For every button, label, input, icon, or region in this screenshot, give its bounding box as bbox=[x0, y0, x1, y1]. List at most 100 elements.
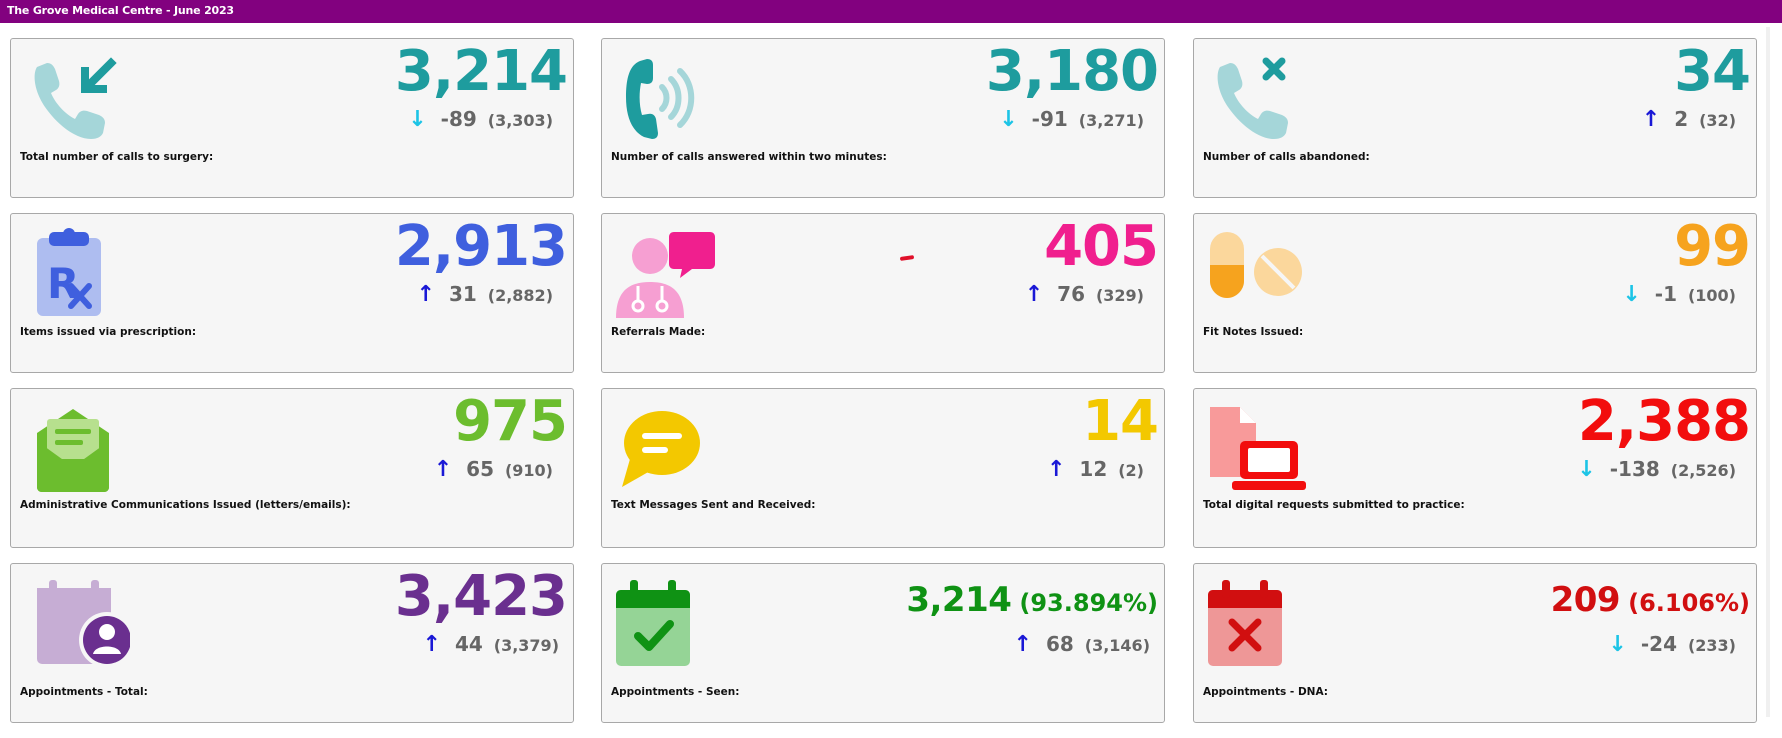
metric-label: Items issued via prescription: bbox=[20, 326, 197, 338]
metric-value: 14 bbox=[1082, 389, 1159, 454]
previous-value: (233) bbox=[1687, 636, 1736, 655]
metric-label: Number of calls abandoned: bbox=[1203, 151, 1370, 163]
previous-value: (3,146) bbox=[1084, 636, 1150, 655]
open-envelope-icon bbox=[37, 409, 109, 492]
metric-value: 2,388 bbox=[1577, 389, 1751, 454]
metric-label: Referrals Made: bbox=[611, 326, 706, 338]
previous-value: (2,882) bbox=[487, 286, 553, 305]
card-digital-requests: 2,388 ↓ -138 (2,526) Total digital reques… bbox=[1193, 388, 1757, 548]
trend-up-icon: ↑ bbox=[1046, 457, 1066, 482]
doctor-referral-icon bbox=[616, 232, 715, 318]
card-fit-notes: 99 ↓ -1 (100) Fit Notes Issued: bbox=[1193, 213, 1757, 373]
change-value: -138 bbox=[1609, 457, 1660, 481]
card-admin-communications: 975 ↑ 65 (910) Administrative Communicati… bbox=[10, 388, 574, 548]
card-appointments-seen: 3,214 (93.894%) ↑ 68 (3,146) Appointments … bbox=[601, 563, 1165, 723]
metric-label: Text Messages Sent and Received: bbox=[611, 499, 816, 511]
metric-change: ↓ -89 (3,303) bbox=[408, 107, 553, 132]
change-value: 68 bbox=[1045, 632, 1074, 656]
metric-change: ↑ 2 (32) bbox=[1642, 107, 1736, 132]
trend-down-icon: ↓ bbox=[1608, 632, 1627, 657]
change-value: 44 bbox=[454, 632, 483, 656]
value-percent: (6.106%) bbox=[1628, 589, 1750, 617]
metric-value: 975 bbox=[453, 389, 568, 454]
calendar-check-icon bbox=[616, 580, 690, 666]
metric-label: Number of calls answered within two minu… bbox=[611, 151, 887, 163]
trend-down-icon: ↓ bbox=[1577, 457, 1596, 482]
scrollbar-thumb[interactable] bbox=[1766, 27, 1770, 717]
calendar-cross-icon bbox=[1208, 580, 1282, 666]
metric-label: Appointments - DNA: bbox=[1203, 686, 1328, 698]
change-value: -91 bbox=[1031, 107, 1068, 131]
metric-change: ↓ -1 (100) bbox=[1622, 282, 1736, 307]
annotation-mark bbox=[899, 255, 915, 261]
metric-label: Appointments - Total: bbox=[20, 686, 148, 698]
change-value: 76 bbox=[1057, 282, 1085, 306]
previous-value: (329) bbox=[1095, 286, 1144, 305]
trend-up-icon: ↑ bbox=[416, 282, 435, 307]
card-appointments-dna: 209 (6.106%) ↓ -24 (233) Appointments - DN… bbox=[1193, 563, 1757, 723]
metric-change: ↑ 65 (910) bbox=[434, 457, 553, 482]
trend-up-icon: ↑ bbox=[1024, 282, 1044, 307]
change-value: 2 bbox=[1674, 107, 1689, 131]
metric-value: 2,913 bbox=[394, 214, 568, 279]
trend-up-icon: ↑ bbox=[433, 457, 453, 482]
prescription-icon: R bbox=[37, 228, 101, 316]
card-calls-answered: 3,180 ↓ -91 (3,271) Number of calls answe… bbox=[601, 38, 1165, 198]
metric-value: 3,214 bbox=[394, 39, 568, 104]
page-title: The Grove Medical Centre - June 2023 bbox=[7, 4, 234, 17]
metric-value: 209 (6.106%) bbox=[1550, 580, 1750, 620]
metric-change: ↑ 68 (3,146) bbox=[1014, 632, 1150, 657]
change-value: 12 bbox=[1079, 457, 1108, 481]
card-appointments-total: 3,423 ↑ 44 (3,379) Appointments - Total: bbox=[10, 563, 574, 723]
previous-value: (3,379) bbox=[493, 636, 559, 655]
previous-value: (3,271) bbox=[1078, 111, 1144, 130]
value-count: 209 bbox=[1550, 580, 1621, 620]
metric-value: 3,214 (93.894%) bbox=[906, 580, 1158, 620]
metric-change: ↑ 44 (3,379) bbox=[423, 632, 559, 657]
metric-change: ↓ -91 (3,271) bbox=[999, 107, 1144, 132]
trend-up-icon: ↑ bbox=[422, 632, 441, 657]
change-value: 65 bbox=[466, 457, 494, 481]
trend-up-icon: ↑ bbox=[1013, 632, 1032, 657]
metric-label: Fit Notes Issued: bbox=[1203, 326, 1304, 338]
previous-value: (2,526) bbox=[1670, 461, 1736, 480]
incoming-call-icon bbox=[34, 57, 117, 139]
metric-value: 3,423 bbox=[394, 564, 568, 629]
metric-label: Administrative Communications Issued (le… bbox=[20, 499, 351, 511]
speech-bubble-icon bbox=[622, 411, 700, 487]
digital-request-icon bbox=[1210, 407, 1306, 490]
pills-icon bbox=[1210, 232, 1302, 298]
card-text-messages: 14 ↑ 12 (2) Text Messages Sent and Receiv… bbox=[601, 388, 1165, 548]
trend-up-icon: ↑ bbox=[1641, 107, 1661, 132]
change-value: 31 bbox=[448, 282, 477, 306]
value-count: 3,214 bbox=[906, 580, 1012, 620]
card-prescription-items: R 2,913 ↑ 31 (2,882) Items issued via pre… bbox=[10, 213, 574, 373]
metric-value: 99 bbox=[1674, 214, 1751, 279]
previous-value: (910) bbox=[504, 461, 553, 480]
change-value: -24 bbox=[1640, 632, 1677, 656]
change-value: -89 bbox=[440, 107, 477, 131]
change-value: -1 bbox=[1654, 282, 1677, 306]
value-percent: (93.894%) bbox=[1019, 589, 1158, 617]
card-total-calls: 3,214 ↓ -89 (3,303) Total number of calls… bbox=[10, 38, 574, 198]
metric-change: ↑ 12 (2) bbox=[1047, 457, 1144, 482]
metric-value: 405 bbox=[1044, 214, 1159, 279]
header-bar: The Grove Medical Centre - June 2023 bbox=[0, 0, 1782, 23]
previous-value: (2) bbox=[1118, 461, 1144, 480]
trend-down-icon: ↓ bbox=[1622, 282, 1641, 307]
previous-value: (100) bbox=[1687, 286, 1736, 305]
previous-value: (3,303) bbox=[487, 111, 553, 130]
metric-label: Total digital requests submitted to prac… bbox=[1203, 499, 1465, 511]
card-referrals: 405 ↑ 76 (329) Referrals Made: bbox=[601, 213, 1165, 373]
metric-change: ↓ -138 (2,526) bbox=[1577, 457, 1736, 482]
metric-change: ↑ 76 (329) bbox=[1025, 282, 1144, 307]
scrollbar[interactable] bbox=[1760, 23, 1782, 738]
trend-down-icon: ↓ bbox=[999, 107, 1018, 132]
metric-label: Appointments - Seen: bbox=[611, 686, 740, 698]
metric-value: 3,180 bbox=[985, 39, 1159, 104]
previous-value: (32) bbox=[1699, 111, 1736, 130]
metric-label: Total number of calls to surgery: bbox=[20, 151, 214, 163]
trend-down-icon: ↓ bbox=[408, 107, 427, 132]
metric-change: ↓ -24 (233) bbox=[1608, 632, 1736, 657]
card-calls-abandoned: 34 ↑ 2 (32) Number of calls abandoned: bbox=[1193, 38, 1757, 198]
